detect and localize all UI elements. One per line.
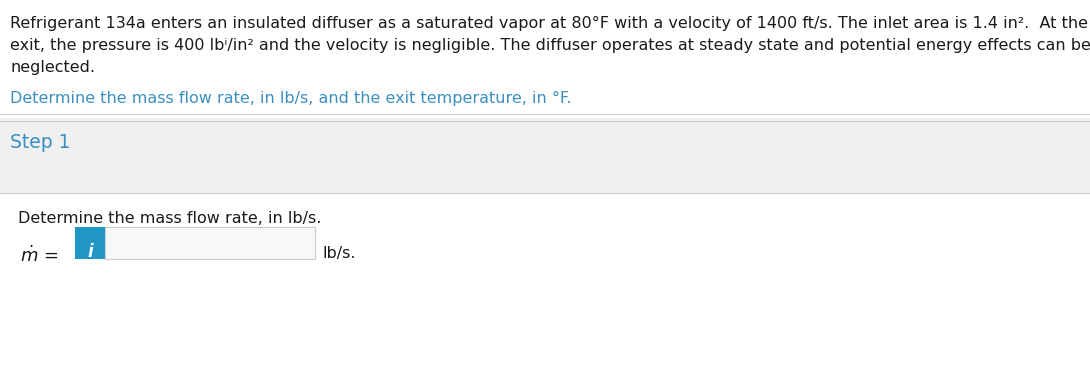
FancyBboxPatch shape xyxy=(105,227,315,259)
FancyBboxPatch shape xyxy=(75,227,105,259)
Text: lb/s.: lb/s. xyxy=(323,246,356,261)
Text: i: i xyxy=(87,243,93,261)
Text: Determine the mass flow rate, in lb/s.: Determine the mass flow rate, in lb/s. xyxy=(19,211,322,226)
Text: $\dot{m}$ =: $\dot{m}$ = xyxy=(20,246,59,266)
Text: exit, the pressure is 400 lbⁱ/in² and the velocity is negligible. The diffuser o: exit, the pressure is 400 lbⁱ/in² and th… xyxy=(10,38,1090,53)
FancyBboxPatch shape xyxy=(0,118,1090,193)
Text: Refrigerant 134a enters an insulated diffuser as a saturated vapor at 80°F with : Refrigerant 134a enters an insulated dif… xyxy=(10,16,1088,31)
Text: Step 1: Step 1 xyxy=(10,133,71,152)
Text: neglected.: neglected. xyxy=(10,60,95,75)
Text: Determine the mass flow rate, in lb/s, and the exit temperature, in °F.: Determine the mass flow rate, in lb/s, a… xyxy=(10,91,571,106)
